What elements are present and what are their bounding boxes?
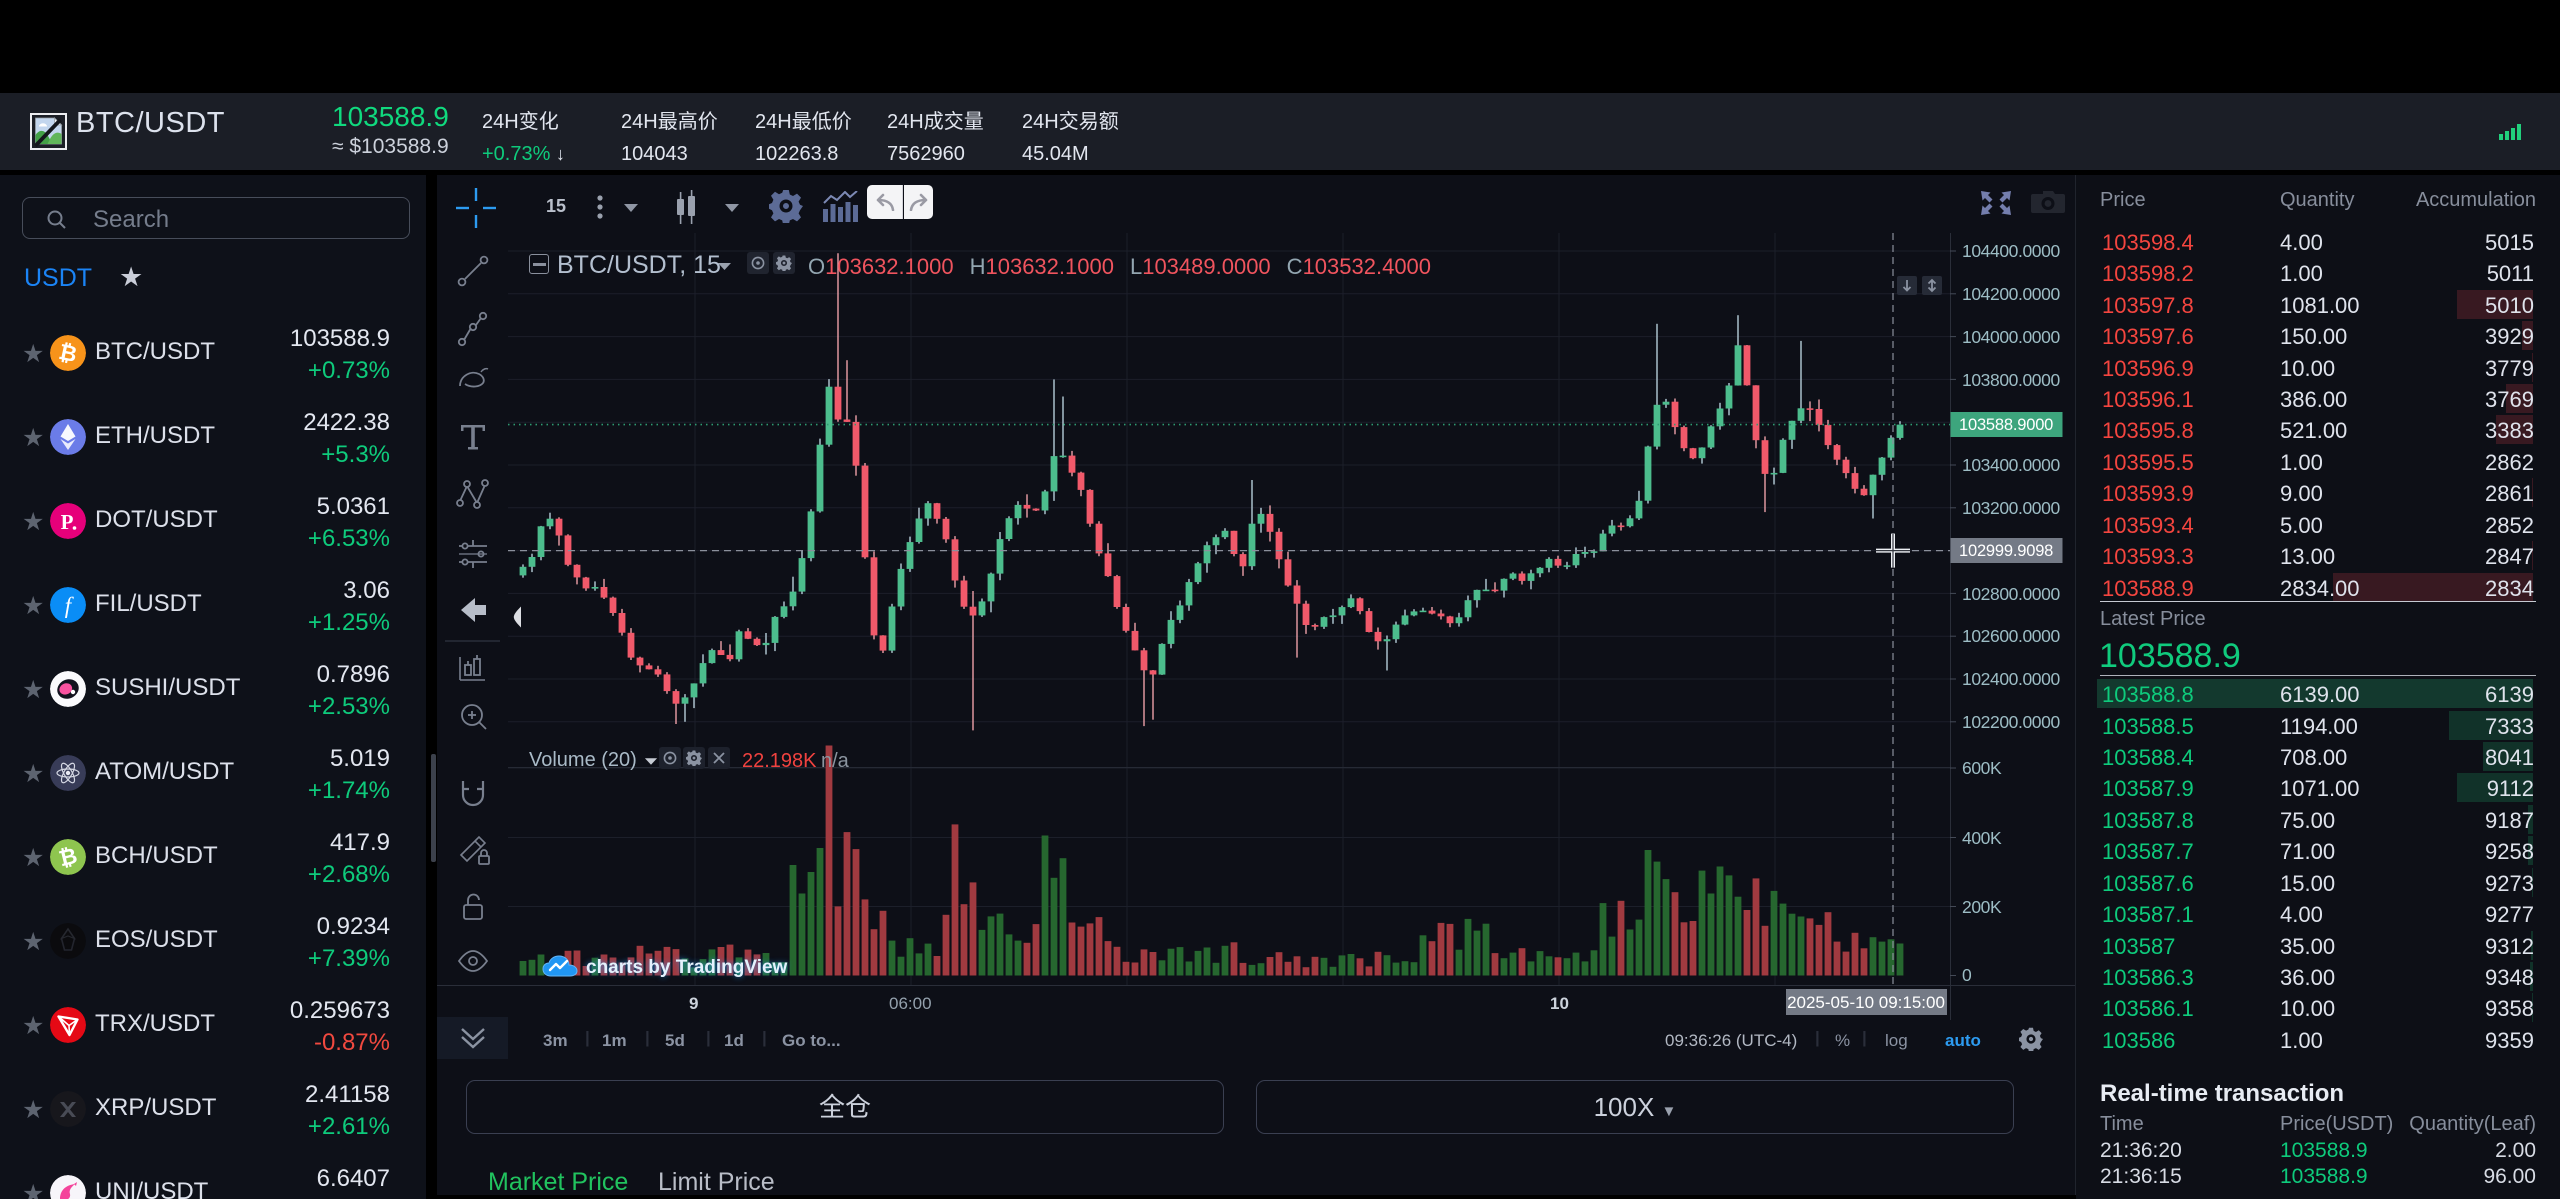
svg-text:400K: 400K (1962, 828, 2002, 848)
svg-text:102999.9098: 102999.9098 (1959, 542, 2053, 560)
svg-text:104400.0000: 104400.0000 (1962, 241, 2060, 261)
svg-text:103800.0000: 103800.0000 (1962, 370, 2060, 390)
svg-text:0: 0 (1962, 965, 1972, 985)
svg-text:104200.0000: 104200.0000 (1962, 284, 2060, 304)
svg-text:200K: 200K (1962, 897, 2002, 917)
svg-text:103400.0000: 103400.0000 (1962, 455, 2060, 475)
svg-text:102800.0000: 102800.0000 (1962, 584, 2060, 604)
svg-text:102400.0000: 102400.0000 (1962, 669, 2060, 689)
svg-text:₿: ₿ (56, 843, 79, 872)
svg-text:102600.0000: 102600.0000 (1962, 626, 2060, 646)
svg-text:₿: ₿ (57, 339, 80, 367)
svg-text:9: 9 (689, 994, 698, 1013)
svg-text:104000.0000: 104000.0000 (1962, 327, 2060, 347)
svg-text:102200.0000: 102200.0000 (1962, 712, 2060, 732)
svg-text:600K: 600K (1962, 758, 2002, 778)
svg-text:P: P (61, 510, 74, 534)
svg-text:103200.0000: 103200.0000 (1962, 498, 2060, 518)
svg-text:10: 10 (1550, 994, 1569, 1013)
svg-text:103588.9000: 103588.9000 (1959, 416, 2053, 434)
svg-text:f: f (65, 593, 75, 618)
svg-text:2025-05-10 09:15:00: 2025-05-10 09:15:00 (1787, 993, 1945, 1012)
svg-text:06:00: 06:00 (889, 994, 932, 1013)
